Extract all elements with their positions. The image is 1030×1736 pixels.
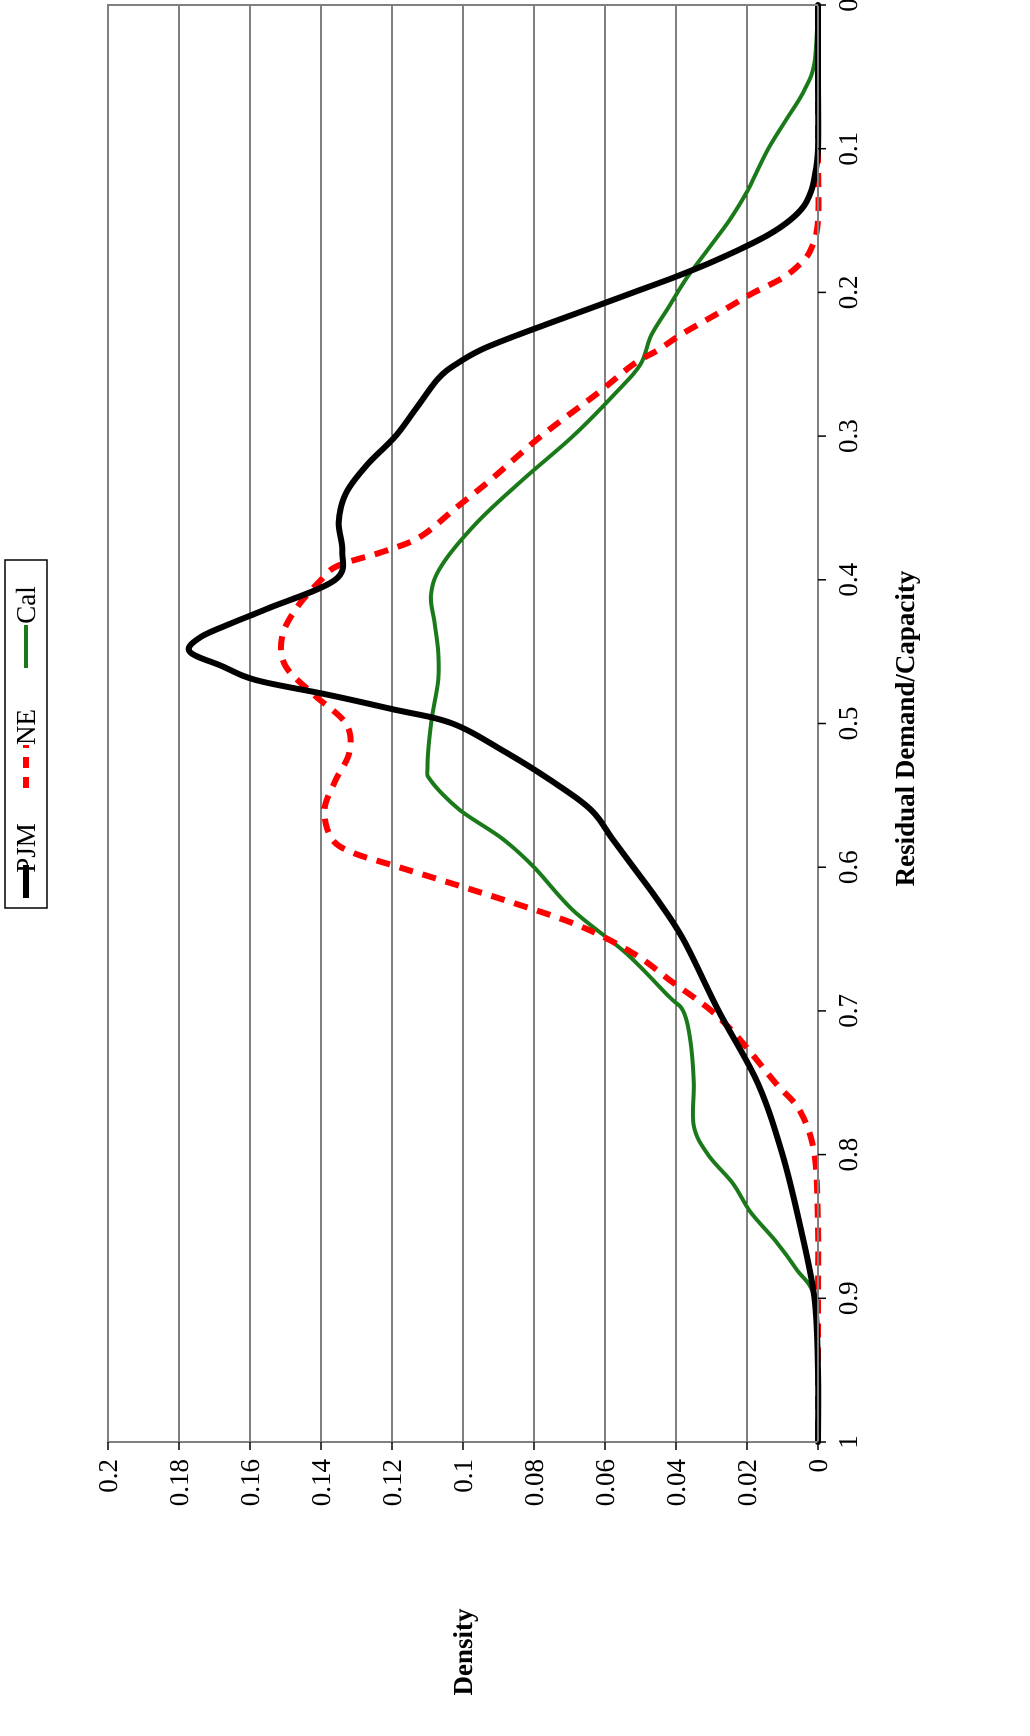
series-line-cal <box>425 3 821 1444</box>
y-tick-label: 0.06 <box>590 1459 620 1506</box>
y-tick-label: 0.2 <box>93 1459 123 1493</box>
series-line-pjm <box>185 2 822 1445</box>
legend: PJM NE Cal <box>4 559 48 909</box>
legend-label-cal: Cal <box>11 586 41 624</box>
y-tick-label: 0.1 <box>448 1459 478 1493</box>
y-tick-label: 0 <box>803 1459 833 1473</box>
y-tick-label: 0.02 <box>732 1459 762 1506</box>
x-axis-title-group: Residual Demand/Capacity <box>890 570 920 886</box>
x-tick-label: 0.4 <box>833 562 863 596</box>
legend-box <box>4 559 48 909</box>
x-tick-label: 1 <box>833 1435 863 1449</box>
series-line-ne <box>277 5 822 1442</box>
y-tick-label: 0.18 <box>164 1459 194 1506</box>
legend-label-pjm: PJM <box>11 823 41 873</box>
x-tick-label: 0.8 <box>833 1138 863 1172</box>
gridlines <box>107 5 748 1442</box>
y-axis-title: Density <box>448 1608 478 1695</box>
x-tick-label: 0.5 <box>833 707 863 741</box>
x-tick-label: 0.7 <box>833 994 863 1028</box>
series-lines <box>185 2 822 1445</box>
y-tick-label: 0.12 <box>377 1459 407 1506</box>
y-axis-ticks: 0 0.02 0.04 0.06 0.08 0.1 0.12 0.14 0.16 0.18 0.2 <box>93 1442 833 1506</box>
y-tick-label: 0.14 <box>306 1459 336 1507</box>
x-tick-label: 0.6 <box>833 850 863 884</box>
x-axis-title: Residual Demand/Capacity <box>890 570 920 886</box>
x-tick-label: 0.1 <box>833 132 863 166</box>
y-axis-title-group: Density <box>448 1608 478 1695</box>
y-tick-label: 0.04 <box>661 1459 691 1507</box>
y-tick-label: 0.08 <box>519 1459 549 1506</box>
x-tick-label: 0.3 <box>833 419 863 453</box>
x-tick-label: 0.9 <box>833 1281 863 1315</box>
legend-label-ne: NE <box>11 709 41 745</box>
x-axis-ticks: 0 0.1 0.2 0.3 0.4 0.5 0.6 0.7 0.8 0.9 1 <box>818 0 863 1449</box>
x-tick-label: 0 <box>833 0 863 12</box>
x-tick-label: 0.2 <box>833 276 863 310</box>
y-tick-label: 0.16 <box>235 1459 265 1506</box>
